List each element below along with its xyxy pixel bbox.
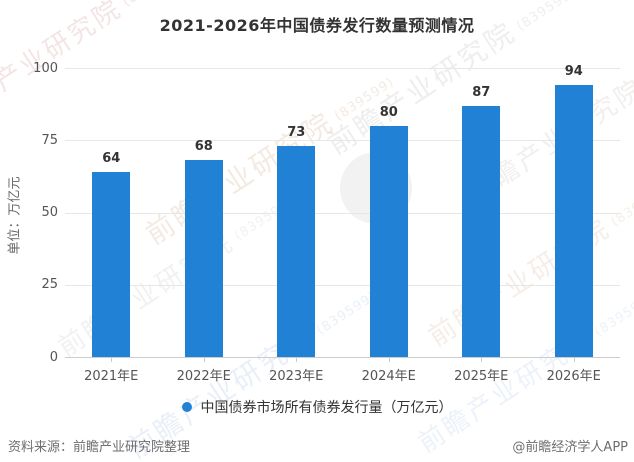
- source-note: 资料来源：前瞻产业研究院整理: [8, 440, 191, 455]
- bar-value-label-2023年E: 73: [287, 125, 306, 141]
- y-tick-label-75: 75: [41, 132, 58, 148]
- legend-marker-icon: [181, 402, 192, 412]
- watermark-code-0: (839599): [116, 0, 185, 13]
- bar-value-label-2021年E: 64: [102, 151, 121, 167]
- chart-title: 2021-2026年中国债券发行数量预测情况: [159, 16, 475, 35]
- x-axis-tick-2025年E: [481, 357, 483, 362]
- y-tick-label-0: 0: [49, 349, 58, 365]
- watermark-text-4: 前瞻产业研究院 (839599): [419, 167, 634, 354]
- x-tick-label-2024年E: 2024年E: [361, 369, 416, 384]
- x-tick-label-2021年E: 2021年E: [84, 369, 139, 384]
- y-tick-label-50: 50: [41, 205, 58, 220]
- x-axis-tick-2024年E: [388, 357, 390, 362]
- bar-2021年E: [92, 172, 131, 357]
- y-axis-unit-label: 单位：万亿元: [7, 176, 23, 255]
- x-axis-tick-2026年E: [573, 357, 575, 362]
- bar-value-label-2024年E: 80: [379, 104, 398, 120]
- y-tick-label-100: 100: [33, 60, 58, 76]
- x-axis-tick-2022年E: [203, 357, 205, 362]
- x-tick-label-2026年E: 2026年E: [546, 369, 601, 384]
- x-axis-line: [65, 357, 620, 358]
- legend: 中国债券市场所有债券发行量（万亿元）: [0, 398, 634, 416]
- watermark-text-3: 前瞻产业研究院 (839599): [53, 194, 298, 364]
- x-tick-label-2023年E: 2023年E: [269, 369, 324, 384]
- watermark-text-1: 前瞻产业研究院 (839599): [139, 74, 398, 252]
- gridline-50: [65, 212, 620, 214]
- credit-note: @前瞻经济学人APP: [512, 440, 628, 455]
- x-axis-tick-2023年E: [296, 357, 298, 362]
- bar-2022年E: [184, 160, 223, 357]
- bar-2026年E: [554, 85, 593, 357]
- x-tick-label-2025年E: 2025年E: [454, 369, 509, 384]
- gridline-75: [65, 140, 620, 142]
- watermark-code-7: (839599): [592, 290, 634, 340]
- bar-2023年E: [277, 146, 316, 357]
- bar-value-label-2025年E: 87: [472, 84, 491, 100]
- watermark-code-4: (839599): [608, 180, 634, 230]
- bar-value-label-2026年E: 94: [564, 64, 583, 80]
- bar-2024年E: [369, 125, 408, 357]
- gridline-100: [65, 68, 620, 69]
- bar-2025年E: [462, 105, 501, 357]
- bar-value-label-2022年E: 68: [194, 139, 213, 155]
- legend-label: 中国债券市场所有债券发行量（万亿元）: [200, 400, 453, 416]
- gridline-25: [65, 284, 620, 286]
- y-tick-label-25: 25: [41, 277, 58, 293]
- watermark-code-6: (839599): [309, 288, 380, 342]
- x-tick-label-2022年E: 2022年E: [176, 369, 231, 384]
- x-axis-tick-2021年E: [111, 357, 113, 362]
